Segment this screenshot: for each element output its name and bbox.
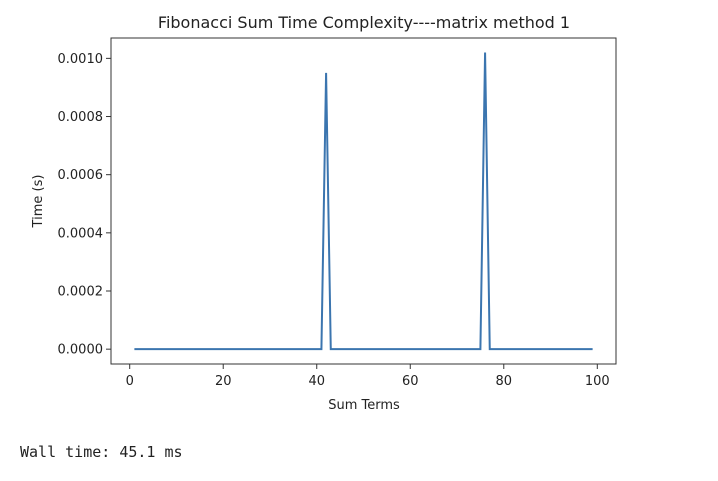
x-tick-label: 0: [126, 374, 134, 389]
plot-area: [110, 37, 617, 365]
x-axis-label: Sum Terms: [328, 398, 400, 413]
y-tick-label: 0.0002: [58, 285, 104, 300]
wall-time-output: Wall time: 45.1 ms: [20, 443, 183, 461]
x-tick-label: 80: [496, 374, 513, 389]
y-tick-label: 0.0000: [58, 343, 104, 358]
y-axis-label: Time (s): [31, 175, 46, 229]
y-axis: 0.0000 0.0002 0.0004 0.0006 0.0008 0.0010: [58, 52, 111, 358]
y-tick-label: 0.0008: [58, 110, 104, 125]
x-tick-label: 20: [215, 374, 232, 389]
chart-title: Fibonacci Sum Time Complexity----matrix …: [158, 13, 570, 32]
series-line: [134, 52, 593, 351]
x-tick-label: 100: [585, 374, 610, 389]
x-tick-label: 60: [402, 374, 419, 389]
x-tick-label: 40: [308, 374, 325, 389]
x-axis: 0 20 40 60 80 100: [126, 364, 610, 389]
y-tick-label: 0.0004: [58, 226, 104, 241]
chart: Fibonacci Sum Time Complexity----matrix …: [31, 13, 617, 413]
y-tick-label: 0.0006: [58, 168, 104, 183]
y-tick-label: 0.0010: [58, 52, 104, 67]
series-layer: [134, 52, 593, 351]
